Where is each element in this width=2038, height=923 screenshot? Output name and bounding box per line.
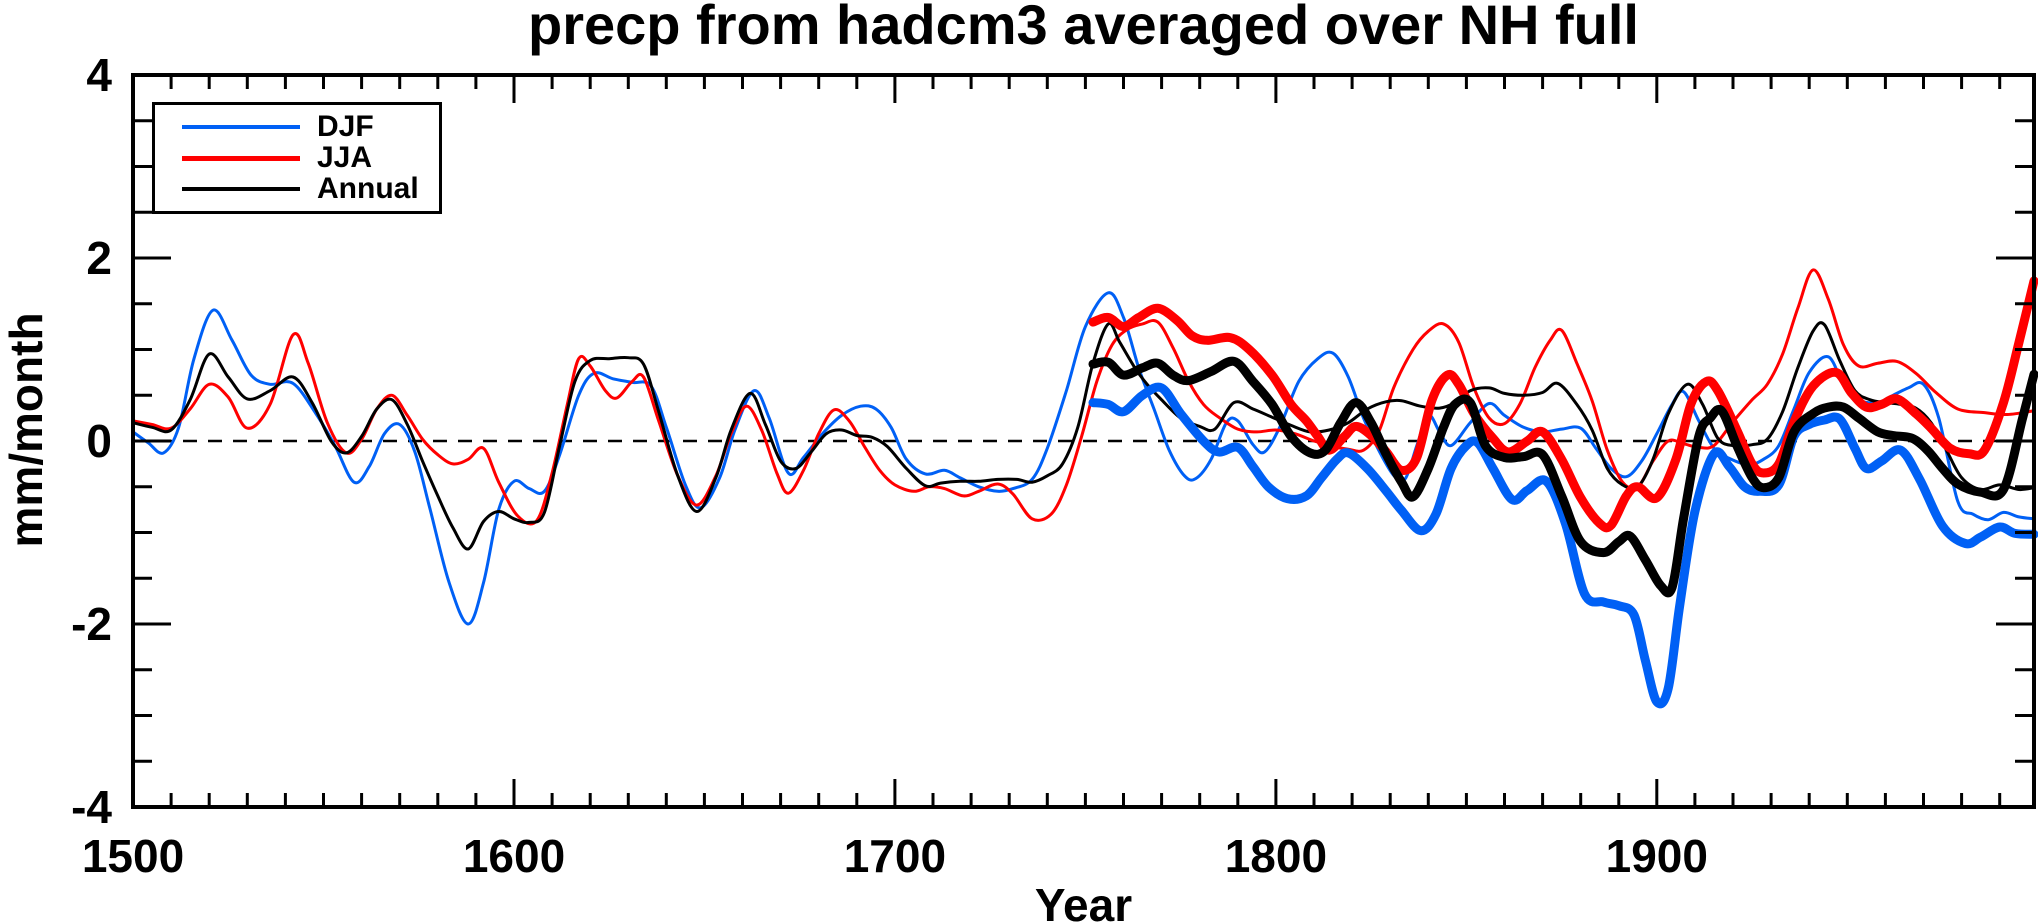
legend-label-djf: DJF — [317, 110, 374, 143]
x-tick-label-1800: 1800 — [1225, 830, 1327, 882]
series-jja-thick — [1088, 276, 2038, 533]
series-group — [131, 268, 2038, 709]
jja-line-swatch — [182, 155, 300, 161]
legend-box: DJF JJA Annual — [152, 102, 442, 214]
y-tick-label-0: 0 — [86, 415, 112, 467]
y-tick-label-4: 4 — [86, 49, 112, 101]
x-tick-label-1700: 1700 — [844, 830, 946, 882]
chart-title: precp from hadcm3 averaged over NH full — [527, 0, 1639, 56]
y-tick-labels: -4 -2 0 2 4 — [71, 49, 112, 833]
djf-line-swatch — [182, 125, 300, 129]
x-tick-label-1500: 1500 — [82, 830, 184, 882]
y-axis-title: mm/month — [0, 312, 52, 548]
legend-label-jja: JJA — [317, 141, 373, 174]
series-annual-thick — [1088, 356, 2038, 598]
axis-ticks — [131, 73, 2034, 809]
y-tick-label-2: 2 — [86, 232, 112, 284]
x-tick-labels: 1500 1600 1700 1800 1900 — [82, 830, 1708, 882]
annual-line-swatch — [182, 187, 300, 191]
series-djf-thick — [1088, 382, 2038, 709]
x-tick-label-1900: 1900 — [1606, 830, 1708, 882]
x-tick-label-1600: 1600 — [463, 830, 565, 882]
legend-item-annual: Annual — [155, 174, 439, 205]
legend-item-djf: DJF — [155, 112, 439, 143]
y-tick-label--2: -2 — [71, 598, 112, 650]
y-tick-label--4: -4 — [71, 781, 112, 833]
legend-item-jja: JJA — [155, 143, 439, 174]
x-axis-title: Year — [1034, 879, 1133, 923]
series-annual-thin — [131, 321, 2036, 551]
legend-label-annual: Annual — [317, 172, 419, 205]
